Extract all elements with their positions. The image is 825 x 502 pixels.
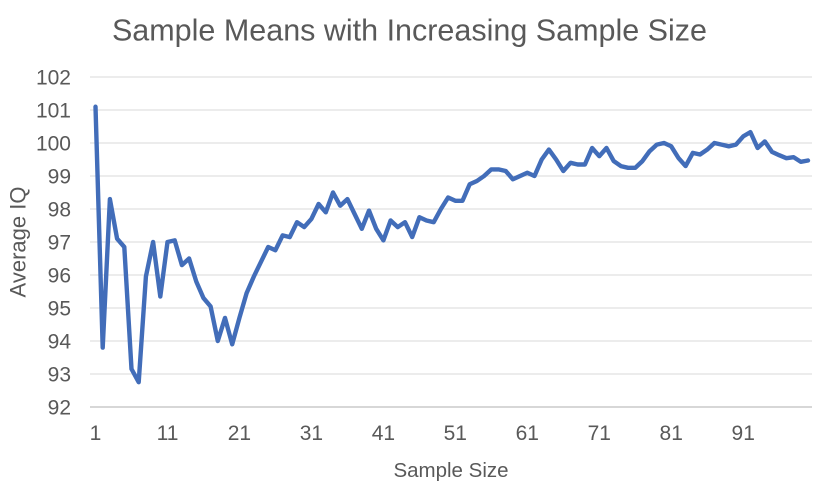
svg-text:100: 100 <box>36 133 71 156</box>
svg-text:Sample Size: Sample Size <box>393 459 508 482</box>
svg-text:61: 61 <box>516 422 539 445</box>
svg-text:Sample Means with Increasing S: Sample Means with Increasing Sample Size <box>112 13 707 47</box>
svg-text:21: 21 <box>228 422 251 445</box>
svg-text:11: 11 <box>157 422 179 445</box>
svg-text:1: 1 <box>90 422 102 445</box>
svg-text:102: 102 <box>36 67 71 90</box>
svg-text:98: 98 <box>48 199 71 222</box>
svg-text:71: 71 <box>588 422 611 445</box>
svg-text:Average IQ: Average IQ <box>6 187 31 298</box>
svg-text:95: 95 <box>48 298 71 321</box>
svg-text:91: 91 <box>732 422 755 445</box>
svg-text:31: 31 <box>300 422 323 445</box>
svg-text:81: 81 <box>660 422 683 445</box>
svg-text:97: 97 <box>48 232 71 255</box>
svg-text:94: 94 <box>48 331 72 354</box>
svg-text:96: 96 <box>48 265 71 288</box>
svg-text:99: 99 <box>48 166 71 189</box>
svg-text:101: 101 <box>36 100 71 123</box>
svg-text:92: 92 <box>48 397 71 420</box>
svg-text:41: 41 <box>372 422 395 445</box>
svg-text:93: 93 <box>48 364 71 387</box>
svg-text:51: 51 <box>444 422 467 445</box>
